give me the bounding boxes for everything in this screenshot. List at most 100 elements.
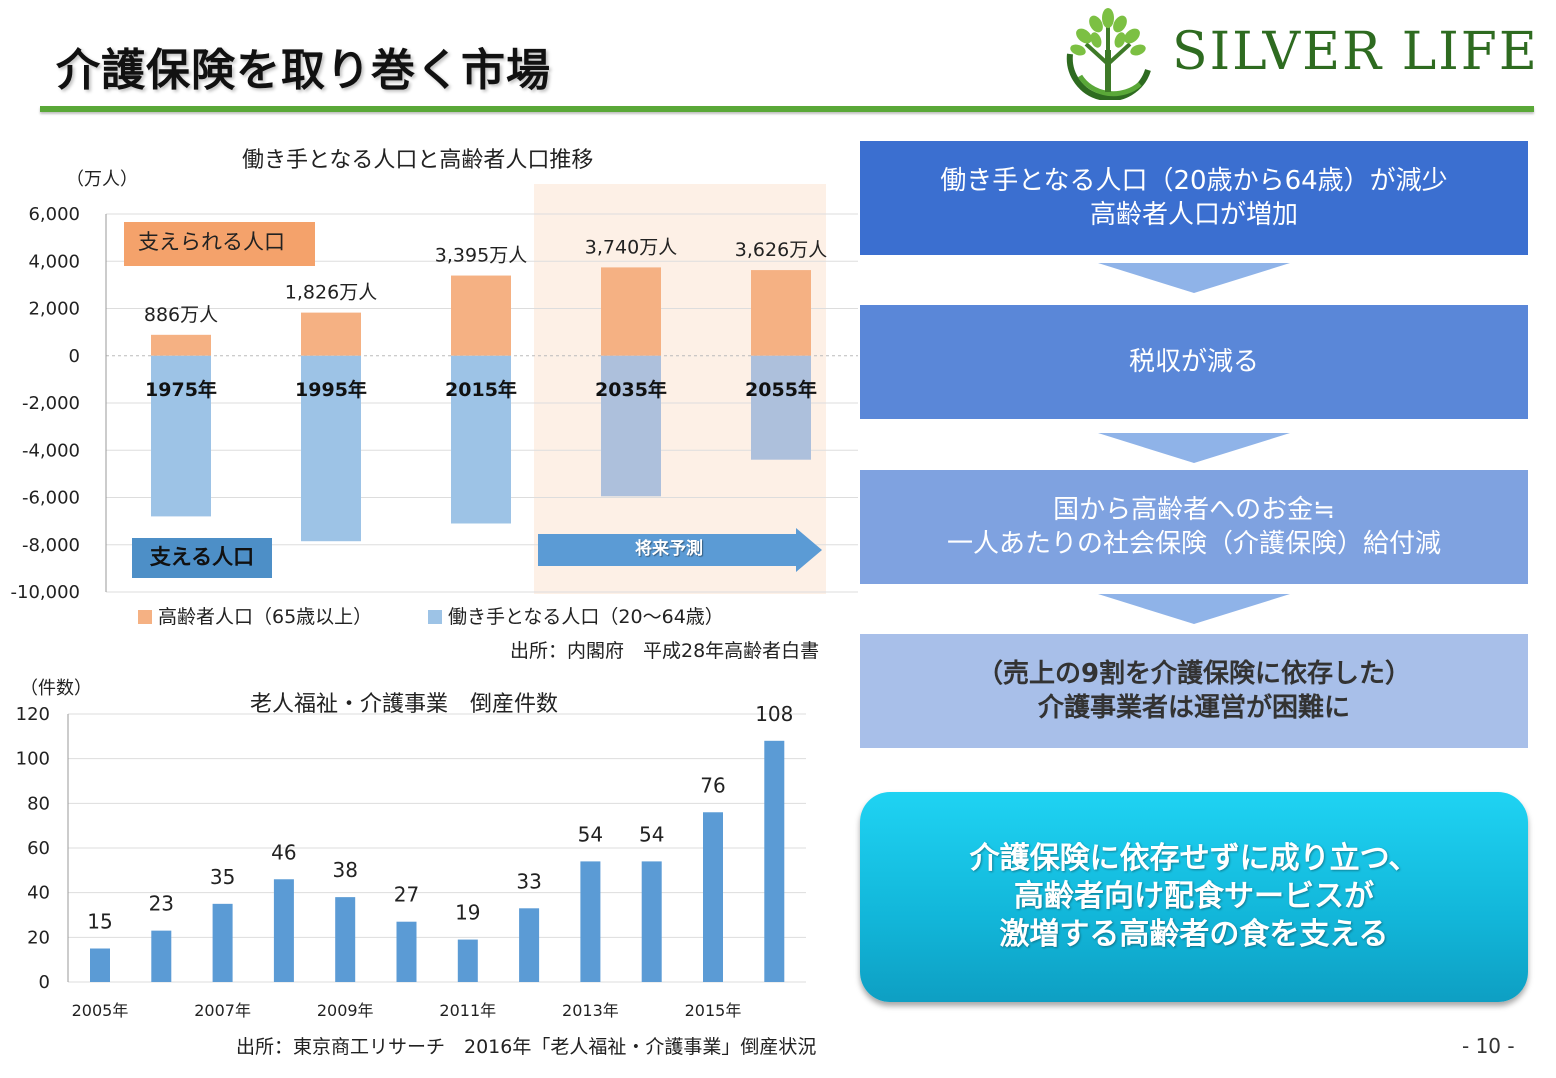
y-tick-label: -4,000 <box>22 440 80 461</box>
flow-box-line: 税収が減る <box>1128 347 1259 377</box>
elderly-data-label: 886万人 <box>144 304 218 326</box>
legend-workers-swatch <box>428 610 442 624</box>
bankruptcy-bar <box>212 903 233 982</box>
elderly-data-label: 3,626万人 <box>735 239 827 261</box>
down-arrow-icon <box>1098 594 1290 624</box>
bar-data-label: 54 <box>578 822 603 846</box>
x-tick-label: 2005年 <box>72 1001 129 1020</box>
flow-box-line: 国から高齢者へのお金≒ <box>1053 495 1335 525</box>
bar-data-label: 54 <box>639 822 664 846</box>
solution-line: 高齢者向け配食サービスが <box>1014 879 1374 914</box>
flow-box-line: （売上の9割を介護保険に依存した） <box>976 659 1412 689</box>
x-tick-label: 2013年 <box>562 1001 619 1020</box>
y-tick-label: 20 <box>27 927 50 948</box>
forecast-arrow-icon <box>538 528 822 572</box>
elderly-data-label: 3,740万人 <box>585 236 677 258</box>
flow-box-line: 高齢者人口が増加 <box>1089 200 1298 230</box>
population-chart: 6,000 4,000 2,000 0 -2,000 -4,000 -6,000 -8,000… <box>11 184 858 600</box>
bar-data-label: 27 <box>394 883 419 907</box>
bar-data-label: 108 <box>755 702 793 726</box>
y-tick-label: 4,000 <box>28 251 80 272</box>
bankruptcy-bar <box>519 908 540 982</box>
workers-bar <box>751 355 811 460</box>
y-tick-label: 60 <box>27 838 50 859</box>
x-tick-label: 2011年 <box>439 1001 496 1020</box>
flow-box-line: 一人あたりの社会保険（介護保険）給付減 <box>946 529 1441 559</box>
flow-box-tax-revenue: 税収が減る <box>860 305 1528 419</box>
y-tick-label: -8,000 <box>22 535 80 556</box>
solution-callout: 介護保険に依存せずに成り立つ、 高齢者向け配食サービスが 激増する高齢者の食を支… <box>860 792 1528 1002</box>
legend-elderly: 高齢者人口（65歳以上） <box>158 606 373 628</box>
company-logo-text: SILVER LIFE <box>1172 22 1539 82</box>
y-tick-label: -10,000 <box>11 582 80 600</box>
bar-data-label: 35 <box>210 865 235 889</box>
year-label: 2015年 <box>445 378 517 401</box>
page-title: 介護保険を取り巻く市場 <box>56 45 551 96</box>
workers-bar <box>451 355 511 524</box>
bankruptcy-bar <box>335 897 356 982</box>
workers-bar <box>151 355 211 517</box>
solution-line: 激増する高齢者の食を支える <box>999 917 1389 952</box>
bar-data-label: 19 <box>455 901 480 925</box>
supported-population-label: 支えられる人口 <box>124 222 315 266</box>
y-tick-label: -6,000 <box>22 488 80 509</box>
population-chart-title: 働き手となる人口と高齢者人口推移 <box>242 148 594 173</box>
elderly-data-label: 3,395万人 <box>435 245 527 267</box>
bankruptcy-bar <box>580 861 601 982</box>
y-tick-label: 0 <box>39 972 50 993</box>
year-label: 2055年 <box>745 378 817 401</box>
elderly-bar <box>301 312 361 356</box>
title-divider <box>40 106 1534 112</box>
bar-data-label: 23 <box>149 892 174 916</box>
flow-box-benefit-reduction: 国から高齢者へのお金≒ 一人あたりの社会保険（介護保険）給付減 <box>860 470 1528 584</box>
workers-bar <box>301 355 361 542</box>
down-arrow-icon <box>1098 263 1290 293</box>
population-chart-source: 出所：内閣府 平成28年高齢者白書 <box>510 640 820 662</box>
flow-box-line: 介護事業者は運営が困難に <box>1037 693 1350 723</box>
bankruptcy-bar <box>151 930 172 982</box>
bankruptcy-bar <box>457 939 478 982</box>
bankruptcy-chart: 0 20 40 60 80 100 120 15 2005年 23 35 2007年 46 38 2009年… <box>16 702 806 1020</box>
workers-bar <box>601 355 661 497</box>
bankruptcy-bar <box>703 812 723 982</box>
y-tick-label: 120 <box>16 704 50 725</box>
flow-box-population-change: 働き手となる人口（20歳から64歳）が減少 高齢者人口が増加 <box>860 141 1528 255</box>
bar-data-label: 46 <box>271 840 296 864</box>
year-label: 2035年 <box>595 378 667 401</box>
solution-line: 介護保険に依存せずに成り立つ、 <box>969 841 1419 876</box>
bar-data-label: 76 <box>700 773 725 797</box>
bankruptcy-chart-title: 老人福祉・介護事業 倒産件数 <box>250 692 559 717</box>
bankruptcy-bar <box>90 948 110 982</box>
bankruptcy-bar <box>273 879 294 982</box>
x-tick-label: 2007年 <box>194 1001 251 1020</box>
page-number: - 10 - <box>1462 1034 1515 1058</box>
bankruptcy-chart-unit: （件数） <box>20 678 92 699</box>
legend-elderly-swatch <box>138 610 152 624</box>
y-tick-label: 0 <box>69 346 80 367</box>
elderly-bar <box>451 275 511 356</box>
elderly-bar <box>151 334 211 356</box>
bar-data-label: 38 <box>332 858 357 882</box>
bankruptcy-bar <box>641 861 662 982</box>
population-chart-unit: （万人） <box>66 169 138 190</box>
tree-people-icon <box>1066 8 1151 100</box>
forecast-label: 将来予測 <box>635 539 703 559</box>
bankruptcy-bar <box>396 921 417 982</box>
flow-box-operators-difficulty: （売上の9割を介護保険に依存した） 介護事業者は運営が困難に <box>860 634 1528 748</box>
bankruptcy-bar <box>764 740 785 982</box>
flow-box-line: 働き手となる人口（20歳から64歳）が減少 <box>940 166 1448 196</box>
elderly-data-label: 1,826万人 <box>285 282 377 304</box>
supporting-population-label: 支える人口 <box>132 538 272 578</box>
down-arrow-icon <box>1098 433 1290 463</box>
bankruptcy-chart-source: 出所：東京商工リサーチ 2016年「老人福祉・介護事業」倒産状況 <box>236 1036 817 1058</box>
year-label: 1975年 <box>145 378 217 401</box>
y-tick-label: 6,000 <box>28 204 80 225</box>
y-tick-label: 100 <box>16 749 50 770</box>
x-tick-label: 2009年 <box>317 1001 374 1020</box>
y-tick-label: -2,000 <box>22 393 80 414</box>
legend-workers: 働き手となる人口（20〜64歳） <box>448 606 724 628</box>
y-tick-label: 80 <box>27 793 50 814</box>
bar-data-label: 33 <box>516 869 541 893</box>
year-label: 1995年 <box>295 378 367 401</box>
x-tick-label: 2015年 <box>685 1001 742 1020</box>
